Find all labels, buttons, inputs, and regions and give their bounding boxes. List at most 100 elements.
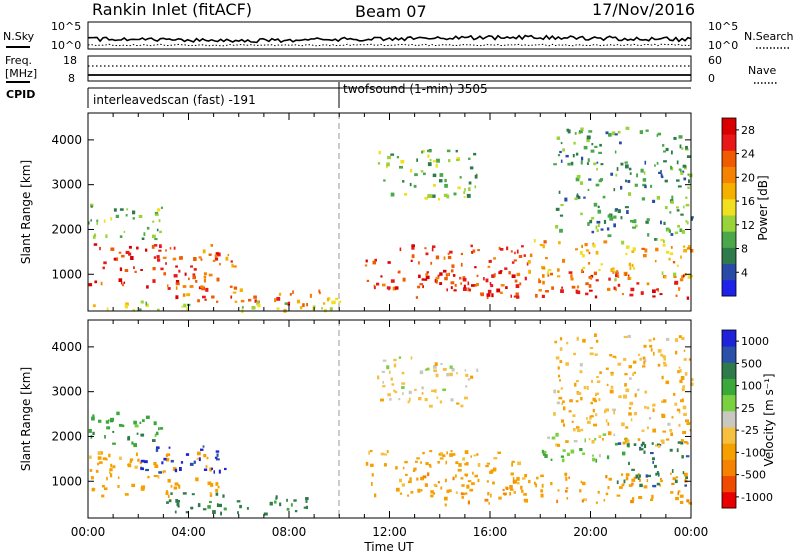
power-echo-cell bbox=[96, 221, 98, 225]
velocity-echo-cell bbox=[374, 493, 377, 498]
power-echo-cell bbox=[455, 149, 458, 153]
power-echo-cell bbox=[125, 250, 130, 254]
power-echo-cell bbox=[644, 248, 648, 253]
power-echo-cell bbox=[614, 133, 618, 136]
velocity-echo-cell bbox=[100, 451, 103, 455]
velocity-echo-cell bbox=[106, 476, 108, 481]
velocity-echo-cell bbox=[175, 499, 178, 503]
power-echo-cell bbox=[682, 170, 685, 173]
velocity-echo-cell bbox=[591, 379, 593, 383]
velocity-echo-cell bbox=[224, 467, 227, 471]
velocity-echo-cell bbox=[98, 419, 102, 423]
power-echo-cell bbox=[690, 217, 693, 221]
power-echo-cell bbox=[615, 287, 617, 292]
velocity-echo-cell bbox=[429, 465, 432, 468]
velocity-echo-cell bbox=[190, 506, 194, 510]
velocity-echo-cell bbox=[178, 484, 181, 489]
velocity-echo-cell bbox=[442, 388, 446, 392]
power-echo-cell bbox=[106, 307, 109, 312]
power-echo-cell bbox=[198, 256, 202, 259]
power-echo-cell bbox=[145, 301, 148, 306]
date-label: 17/Nov/2016 bbox=[592, 0, 695, 19]
velocity-echo-cell bbox=[654, 464, 657, 468]
power-echo-cell bbox=[377, 162, 381, 165]
velocity-echo-cell bbox=[433, 369, 437, 372]
x-tick-label: 00:00 bbox=[71, 525, 106, 539]
velocity-echo-cell bbox=[92, 488, 96, 491]
power-echo-cell bbox=[454, 283, 457, 287]
velocity-echo-cell bbox=[685, 419, 689, 423]
velocity-echo-cell bbox=[140, 486, 145, 491]
power-echo-cell bbox=[437, 274, 440, 279]
power-echo-cell bbox=[682, 245, 686, 248]
velocity-echo-cell bbox=[401, 386, 405, 389]
power-colorbar-band bbox=[722, 215, 736, 232]
power-echo-cell bbox=[435, 163, 438, 168]
power-echo-cell bbox=[646, 282, 650, 286]
power-echo-cell bbox=[219, 262, 221, 266]
power-echo-cell bbox=[364, 264, 368, 267]
velocity-echo-cell bbox=[651, 494, 654, 499]
velocity-echo-cell bbox=[422, 451, 425, 455]
power-echo-cell bbox=[133, 266, 135, 269]
velocity-echo-cell bbox=[415, 460, 418, 463]
velocity-echo-cell bbox=[477, 478, 480, 483]
velocity-echo-cell bbox=[660, 400, 665, 403]
velocity-echo-cell bbox=[646, 426, 649, 430]
velocity-echo-cell bbox=[455, 474, 457, 478]
velocity-echo-cell bbox=[649, 344, 653, 348]
velocity-echo-cell bbox=[682, 398, 684, 402]
velocity-echo-cell bbox=[652, 457, 655, 461]
power-echo-cell bbox=[687, 245, 691, 249]
velocity-echo-cell bbox=[476, 453, 479, 456]
power-echo-cell bbox=[113, 257, 117, 261]
velocity-echo-cell bbox=[682, 385, 685, 388]
velocity-echo-cell bbox=[173, 486, 178, 490]
velocity-echo-cell bbox=[612, 408, 616, 411]
velocity-echo-cell bbox=[659, 483, 661, 487]
velocity-echo-cell bbox=[563, 406, 566, 411]
power-echo-cell bbox=[516, 272, 521, 277]
velocity-echo-cell bbox=[660, 477, 662, 481]
power-echo-cell bbox=[256, 301, 260, 306]
power-echo-cell bbox=[674, 231, 679, 235]
velocity-echo-cell bbox=[609, 354, 613, 357]
velocity-echo-cell bbox=[643, 444, 647, 449]
velocity-echo-cell bbox=[446, 372, 449, 377]
velocity-echo-cell bbox=[618, 395, 622, 399]
power-ytick-label: 2000 bbox=[51, 222, 82, 236]
velocity-echo-cell bbox=[449, 365, 453, 369]
power-echo-cell bbox=[132, 210, 136, 215]
velocity-echo-cell bbox=[412, 469, 416, 472]
power-echo-cell bbox=[556, 136, 561, 140]
velocity-echo-cell bbox=[630, 418, 633, 422]
power-echo-cell bbox=[624, 272, 628, 276]
power-echo-cell bbox=[386, 286, 391, 290]
power-echo-cell bbox=[603, 240, 608, 244]
velocity-echo-cell bbox=[688, 502, 692, 505]
power-echo-cell bbox=[498, 271, 501, 274]
power-echo-cell bbox=[486, 293, 491, 297]
power-echo-cell bbox=[607, 214, 612, 218]
power-echo-cell bbox=[680, 213, 684, 216]
velocity-echo-cell bbox=[690, 382, 694, 386]
freq-unit-label: [MHz] bbox=[5, 67, 37, 80]
velocity-echo-cell bbox=[635, 474, 639, 479]
velocity-echo-cell bbox=[195, 477, 199, 482]
power-echo-cell bbox=[588, 130, 593, 133]
velocity-echo-cell bbox=[559, 360, 563, 363]
velocity-echo-cell bbox=[544, 454, 548, 458]
velocity-echo-cell bbox=[464, 396, 468, 400]
velocity-echo-cell bbox=[602, 438, 604, 441]
power-echo-cell bbox=[485, 278, 489, 283]
velocity-echo-cell bbox=[439, 400, 443, 404]
beam-label: Beam 07 bbox=[355, 2, 427, 21]
velocity-echo-cell bbox=[623, 335, 628, 338]
power-echo-cell bbox=[597, 224, 600, 227]
power-echo-cell bbox=[582, 254, 585, 258]
power-ytick-label: 1000 bbox=[51, 267, 82, 281]
power-echo-cell bbox=[611, 131, 616, 136]
velocity-echo-cell bbox=[643, 360, 646, 365]
power-echo-cell bbox=[658, 171, 662, 174]
power-echo-cell bbox=[666, 229, 669, 232]
